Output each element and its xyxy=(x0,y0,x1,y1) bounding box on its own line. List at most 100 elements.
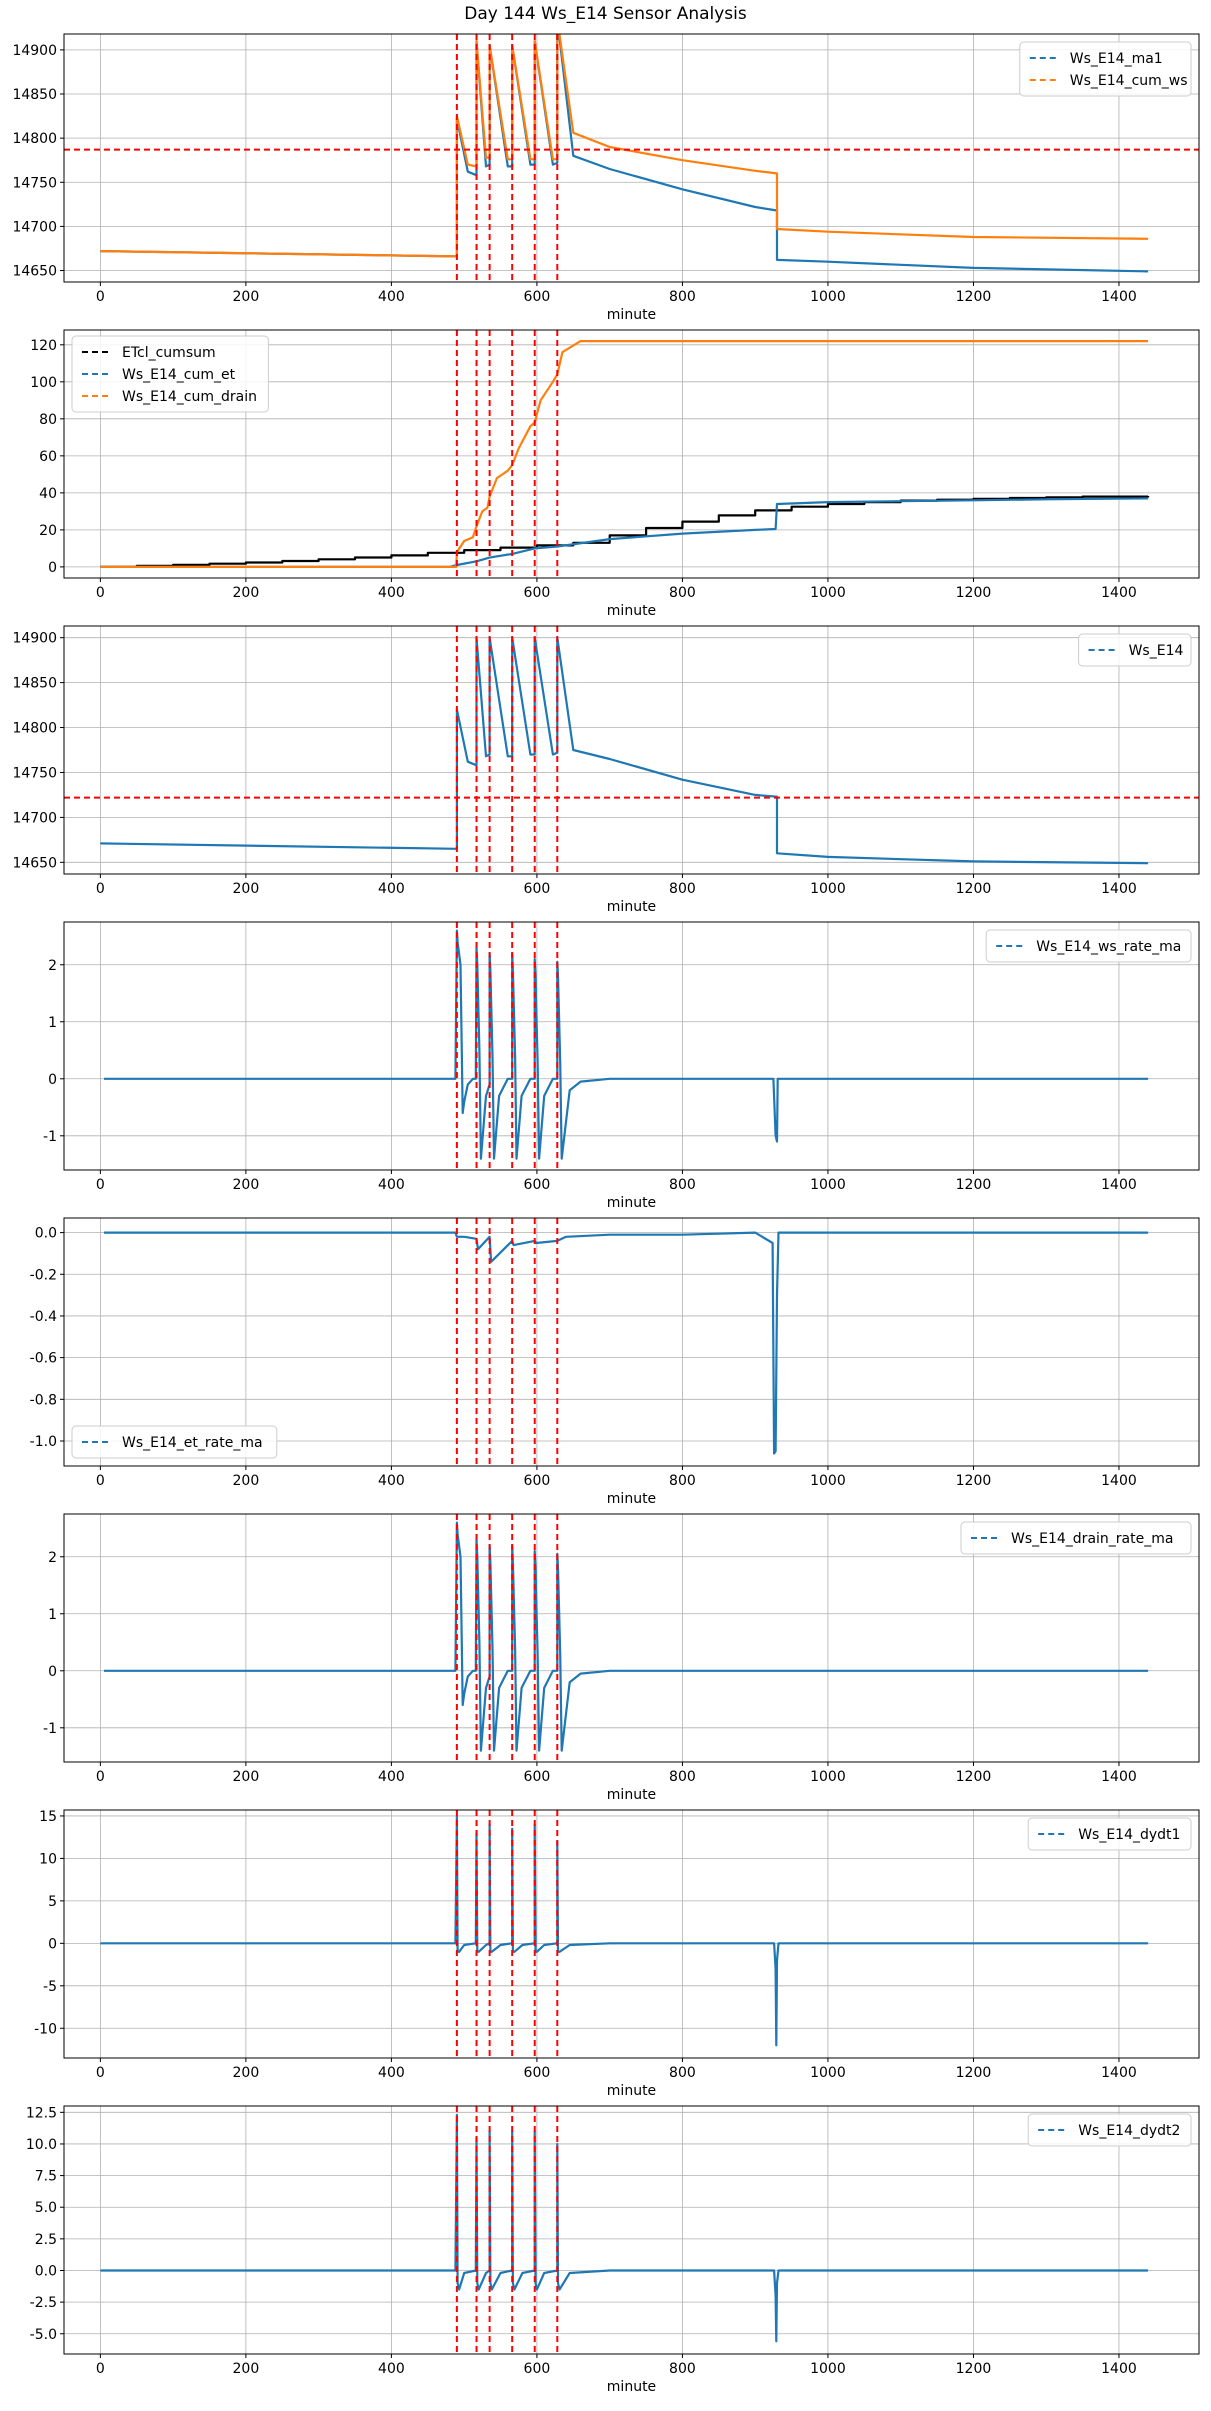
x-tick-label: 800 xyxy=(669,289,696,305)
x-tick-label: 1000 xyxy=(810,1769,846,1785)
plot-area xyxy=(104,922,1149,1170)
x-tick-label: 200 xyxy=(233,1177,260,1193)
x-tick-label: 400 xyxy=(378,289,405,305)
series-line-Ws_E14_et_rate_ma xyxy=(104,1231,1149,1455)
chart-panel-1: 0 200 400 600 800 1000 1200 1400 14650 14700 14750… xyxy=(12,33,1200,323)
x-tick-label: 1000 xyxy=(810,2361,846,2377)
x-tick-label: 0 xyxy=(96,585,105,601)
x-tick-label: 1000 xyxy=(810,289,846,305)
x-tick-label: 600 xyxy=(524,585,551,601)
series-line-Ws_E14_ma1 xyxy=(100,34,1149,273)
series-line-Ws_E14_cum_et xyxy=(100,497,1149,569)
y-tick-label: 0.0 xyxy=(35,2263,57,2279)
x-tick-label: 800 xyxy=(669,1177,696,1193)
x-tick-label: 1200 xyxy=(956,1177,992,1193)
x-tick-label: 1000 xyxy=(810,2065,846,2081)
x-tick-label: 800 xyxy=(669,1769,696,1785)
y-tick-label: 5 xyxy=(48,1894,57,1910)
series-line-Ws_E14_drain_rate_ma xyxy=(104,1521,1149,1752)
y-tick-label: 10 xyxy=(39,1851,57,1867)
y-tick-label: 100 xyxy=(30,375,57,391)
y-tick-label: 14650 xyxy=(12,855,57,871)
chart-panel-2: 0 200 400 600 800 1000 1200 1400 0 20 40 60 80 100 120… xyxy=(30,329,1200,619)
y-tick-label: 12.5 xyxy=(26,2105,57,2121)
legend-box xyxy=(71,1425,278,1459)
x-axis-label: minute xyxy=(607,307,656,323)
x-tick-label: 600 xyxy=(524,2065,551,2081)
x-tick-label: 1400 xyxy=(1101,585,1137,601)
y-tick-label: 60 xyxy=(39,449,57,465)
x-tick-label: 1000 xyxy=(810,585,846,601)
x-tick-label: 800 xyxy=(669,2361,696,2377)
y-tick-label: 0 xyxy=(48,1664,57,1680)
x-tick-label: 600 xyxy=(524,289,551,305)
x-tick-label: 200 xyxy=(233,1769,260,1785)
x-tick-label: 800 xyxy=(669,881,696,897)
plot-area xyxy=(64,34,1199,282)
chart-panel-6: 0 200 400 600 800 1000 1200 1400 -1 0 1 2 minute Ws_E… xyxy=(43,1513,1200,1803)
x-tick-label: 0 xyxy=(96,881,105,897)
x-tick-label: 600 xyxy=(524,1473,551,1489)
plot-area xyxy=(64,626,1199,874)
x-tick-label: 1200 xyxy=(956,881,992,897)
x-tick-label: 400 xyxy=(378,881,405,897)
y-tick-label: 20 xyxy=(39,523,57,539)
y-tick-label: 14650 xyxy=(12,264,57,280)
x-tick-label: 1400 xyxy=(1101,2065,1137,2081)
legend-label-Ws_E14_dydt2: Ws_E14_dydt2 xyxy=(1078,2123,1180,2139)
x-tick-label: 600 xyxy=(524,881,551,897)
y-tick-label: 14850 xyxy=(12,87,57,103)
y-tick-label: 5.0 xyxy=(35,2200,57,2216)
legend: Ws_E14_dydt2 xyxy=(1027,2113,1192,2147)
x-axis-label: minute xyxy=(607,1787,656,1803)
legend-box xyxy=(1027,2113,1192,2147)
y-tick-label: 1 xyxy=(48,1015,57,1031)
x-tick-label: 400 xyxy=(378,585,405,601)
legend-label-Ws_E14_ws_rate_ma: Ws_E14_ws_rate_ma xyxy=(1036,939,1181,955)
x-tick-label: 1200 xyxy=(956,289,992,305)
axes-frame xyxy=(63,1217,1200,1467)
series-line-Ws_E14_cum_ws xyxy=(100,34,1149,258)
x-axis-label: minute xyxy=(607,1195,656,1211)
plot-area xyxy=(100,2106,1149,2354)
y-tick-label: -1 xyxy=(43,1129,57,1145)
y-tick-label: 14900 xyxy=(12,631,57,647)
y-tick-label: -0.8 xyxy=(30,1392,57,1408)
axes-frame xyxy=(63,1513,1200,1763)
legend-box xyxy=(960,1521,1192,1555)
legend-label-Ws_E14_cum_ws: Ws_E14_cum_ws xyxy=(1070,73,1188,89)
series-line-Ws_E14_dydt1 xyxy=(100,1814,1149,2047)
x-tick-label: 200 xyxy=(233,585,260,601)
y-tick-label: -5.0 xyxy=(30,2327,57,2343)
plot-area xyxy=(104,1218,1149,1466)
legend: Ws_E14_ws_rate_ma xyxy=(985,929,1192,963)
x-tick-label: 1200 xyxy=(956,1473,992,1489)
y-tick-label: 14850 xyxy=(12,676,57,692)
x-tick-label: 1200 xyxy=(956,1769,992,1785)
legend-label-Ws_E14_ma1: Ws_E14_ma1 xyxy=(1070,51,1163,67)
x-tick-label: 800 xyxy=(669,2065,696,2081)
plot-area xyxy=(100,1810,1149,2058)
y-tick-label: 14800 xyxy=(12,721,57,737)
y-tick-label: 14750 xyxy=(12,175,57,191)
x-tick-label: 200 xyxy=(233,881,260,897)
x-tick-label: 1000 xyxy=(810,881,846,897)
chart-panel-7: 0 200 400 600 800 1000 1200 1400 -10 -5 0 5 10 15 minu… xyxy=(34,1809,1200,2099)
legend-label-Ws_E14_dydt1: Ws_E14_dydt1 xyxy=(1078,1827,1180,1843)
x-tick-label: 200 xyxy=(233,289,260,305)
legend-box xyxy=(1078,633,1192,667)
y-tick-label: 0 xyxy=(48,1936,57,1952)
legend-label-Ws_E14_cum_et: Ws_E14_cum_et xyxy=(122,367,236,383)
y-tick-label: 15 xyxy=(39,1809,57,1825)
y-tick-label: 0 xyxy=(48,560,57,576)
y-tick-label: 14700 xyxy=(12,219,57,235)
y-tick-label: -0.4 xyxy=(30,1309,57,1325)
plot-area xyxy=(100,330,1150,578)
x-tick-label: 1200 xyxy=(956,2361,992,2377)
x-tick-label: 1000 xyxy=(810,1473,846,1489)
legend-label-Ws_E14_drain_rate_ma: Ws_E14_drain_rate_ma xyxy=(1011,1531,1173,1547)
y-tick-label: 0.0 xyxy=(35,1226,57,1242)
chart-panel-3: 0 200 400 600 800 1000 1200 1400 14650 14700 14750… xyxy=(12,625,1200,915)
y-tick-label: 10.0 xyxy=(26,2137,57,2153)
y-tick-label: 80 xyxy=(39,412,57,428)
